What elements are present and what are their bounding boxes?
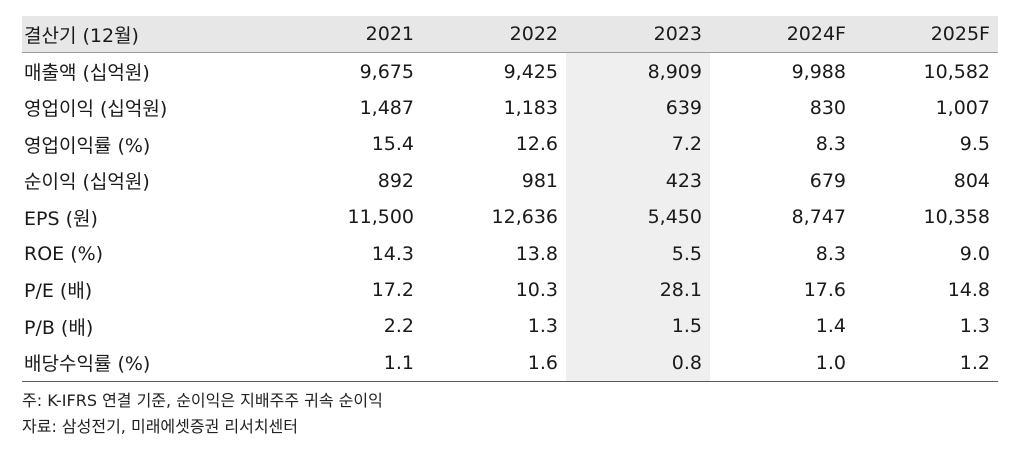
row-label: P/E (배) — [24, 280, 93, 303]
table-cell: 17.6 — [803, 278, 846, 301]
table-cell: 423 — [566, 162, 710, 199]
row-label: 배당수익률 (%) — [22, 344, 278, 382]
table-row: 영업이익률 (%) 15.4 12.6 7.2 8.3 9.5 — [22, 126, 998, 163]
table-row: P/B (배) 2.2 1.3 1.5 1.4 1.3 — [22, 308, 998, 345]
header-year-2022: 2022 — [422, 16, 566, 54]
table-cell: 981 — [521, 169, 558, 192]
notes: 주: K-IFRS 연결 기준, 순이익은 지배주주 귀속 순이익 자료: 삼성… — [22, 388, 383, 440]
financial-summary-table: 결산기 (12월) 2021 2022 2023 2024F 2025F 매출액… — [22, 16, 998, 382]
table-cell: 9.0 — [959, 242, 990, 265]
table-cell: 12.6 — [515, 133, 558, 156]
table-cell: 1.1 — [278, 344, 422, 382]
source-note: 자료: 삼성전기, 미래에셋증권 리서치센터 — [22, 417, 298, 436]
footnote: 주: K-IFRS 연결 기준, 순이익은 지배주주 귀속 순이익 — [22, 391, 383, 410]
header-fiscal-year: 결산기 (12월) — [22, 16, 278, 54]
row-label: 영업이익률 (%) — [24, 134, 151, 157]
table-cell: 10,358 — [923, 206, 990, 229]
table-cell: 8,747 — [791, 206, 846, 229]
table-cell: 10.3 — [515, 278, 558, 301]
table-cell: 14.8 — [947, 278, 990, 301]
table-cell: 830 — [809, 96, 846, 119]
table-cell: 17.2 — [371, 278, 414, 301]
financial-summary-table-container: 결산기 (12월) 2021 2022 2023 2024F 2025F 매출액… — [22, 16, 998, 382]
table-cell: 9,988 — [791, 60, 846, 83]
table-cell: 11,500 — [347, 206, 414, 229]
row-label: 순이익 (십억원) — [24, 171, 150, 194]
table-row: EPS (원) 11,500 12,636 5,450 8,747 10,358 — [22, 198, 998, 236]
table-cell: 804 — [953, 169, 990, 192]
table-cell: 892 — [377, 169, 414, 192]
table-cell: 9,425 — [503, 60, 558, 83]
table-cell: 8,909 — [566, 52, 710, 90]
table-cell: 28.1 — [566, 271, 710, 309]
header-year-2021: 2021 — [278, 16, 422, 54]
table-cell: 1.4 — [815, 315, 846, 338]
table-row: 매출액 (십억원) 9,675 9,425 8,909 9,988 10,582 — [22, 52, 998, 90]
table-header-row: 결산기 (12월) 2021 2022 2023 2024F 2025F — [22, 16, 998, 54]
row-label: 매출액 (십억원) — [24, 62, 150, 85]
table-cell: 1.2 — [854, 344, 998, 382]
table-cell: 1,487 — [359, 96, 414, 119]
table-row: ROE (%) 14.3 13.8 5.5 8.3 9.0 — [22, 235, 998, 272]
table-row: 배당수익률 (%) 1.1 1.6 0.8 1.0 1.2 — [22, 344, 998, 382]
table-cell: 8.3 — [815, 133, 846, 156]
table-cell: 679 — [809, 169, 846, 192]
table-cell: 12,636 — [491, 206, 558, 229]
table-cell: 639 — [566, 89, 710, 127]
row-label: 영업이익 (십억원) — [24, 98, 168, 121]
table-cell: 13.8 — [515, 242, 558, 265]
table-cell: 0.8 — [566, 344, 710, 382]
table-cell: 1,007 — [935, 96, 990, 119]
table-row: P/E (배) 17.2 10.3 28.1 17.6 14.8 — [22, 271, 998, 309]
table-cell: 1.3 — [959, 315, 990, 338]
table-cell: 9,675 — [359, 60, 414, 83]
header-year-2025f: 2025F — [854, 16, 998, 54]
table-cell: 1.3 — [527, 315, 558, 338]
table-cell: 1.0 — [710, 344, 854, 382]
table-cell: 9.5 — [959, 133, 990, 156]
table-cell: 2.2 — [383, 315, 414, 338]
table-cell: 8.3 — [815, 242, 846, 265]
table-body: 매출액 (십억원) 9,675 9,425 8,909 9,988 10,582 영업이익 … — [22, 52, 998, 382]
table-row: 순이익 (십억원) 892 981 423 679 804 — [22, 162, 998, 199]
table-cell: 1,183 — [503, 96, 558, 119]
table-cell: 14.3 — [371, 242, 414, 265]
header-year-2023: 2023 — [566, 16, 710, 54]
table-cell: 15.4 — [371, 133, 414, 156]
table-cell: 5.5 — [566, 235, 710, 272]
table-row: 영업이익 (십억원) 1,487 1,183 639 830 1,007 — [22, 89, 998, 127]
table-cell: 1.6 — [422, 344, 566, 382]
table-cell: 7.2 — [566, 126, 710, 163]
table-cell: 5,450 — [566, 198, 710, 236]
table-cell: 10,582 — [923, 60, 990, 83]
row-label: ROE (%) — [24, 242, 104, 265]
table-cell: 1.5 — [566, 308, 710, 345]
row-label: P/B (배) — [24, 316, 94, 339]
header-year-2024f: 2024F — [710, 16, 854, 54]
row-label: EPS (원) — [24, 207, 98, 230]
